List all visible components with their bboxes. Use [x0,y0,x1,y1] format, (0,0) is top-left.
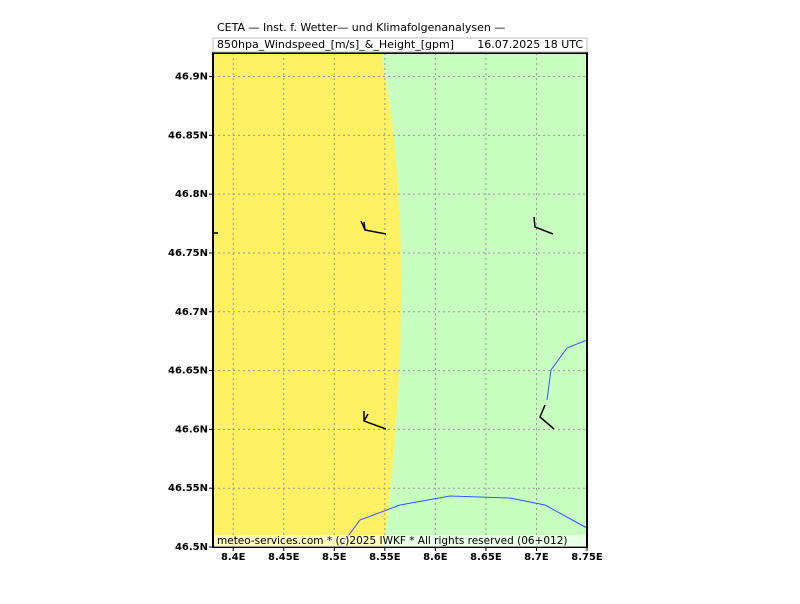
y-tick-label: 46.5N [175,542,208,553]
y-tick-label: 46.7N [175,307,208,318]
x-tick-label: 8.55E [369,552,401,563]
wind-barb [539,404,555,430]
x-tick-label: 8.4E [221,552,246,563]
wind-barb [360,220,387,235]
y-tick-label: 46.8N [175,189,208,200]
x-tick-label: 8.5E [322,552,347,563]
border-line [546,339,587,401]
x-tick-label: 8.65E [470,552,502,563]
y-tick-label: 46.75N [168,248,208,259]
x-tick-label: 8.75E [571,552,603,563]
y-tick-label: 46.9N [175,72,208,83]
header-box [212,37,588,53]
header-field: 850hpa_Windspeed_[m/s]_&_Height_[gpm] [217,38,454,51]
border-line [339,495,587,547]
header-time: 16.07.2025 18 UTC [477,38,583,51]
y-tick-label: 46.55N [168,483,208,494]
wind-barb [363,411,387,430]
footer-text: meteo-services.com * (c)2025 IWKF * All … [217,535,568,547]
map-area [213,53,587,547]
y-tick-label: 46.6N [175,424,208,435]
x-tick-label: 8.7E [524,552,549,563]
region-yellow [213,53,402,547]
wind-barb [533,216,554,235]
header-title: CETA — Inst. f. Wetter— und Klimafolgena… [217,21,505,34]
wind-barbs [213,216,555,430]
x-tick-label: 8.6E [423,552,448,563]
y-tick-label: 46.65N [168,366,208,377]
footer-box [214,535,586,547]
x-tick-label: 8.45E [268,552,300,563]
y-tick-label: 46.85N [168,130,208,141]
